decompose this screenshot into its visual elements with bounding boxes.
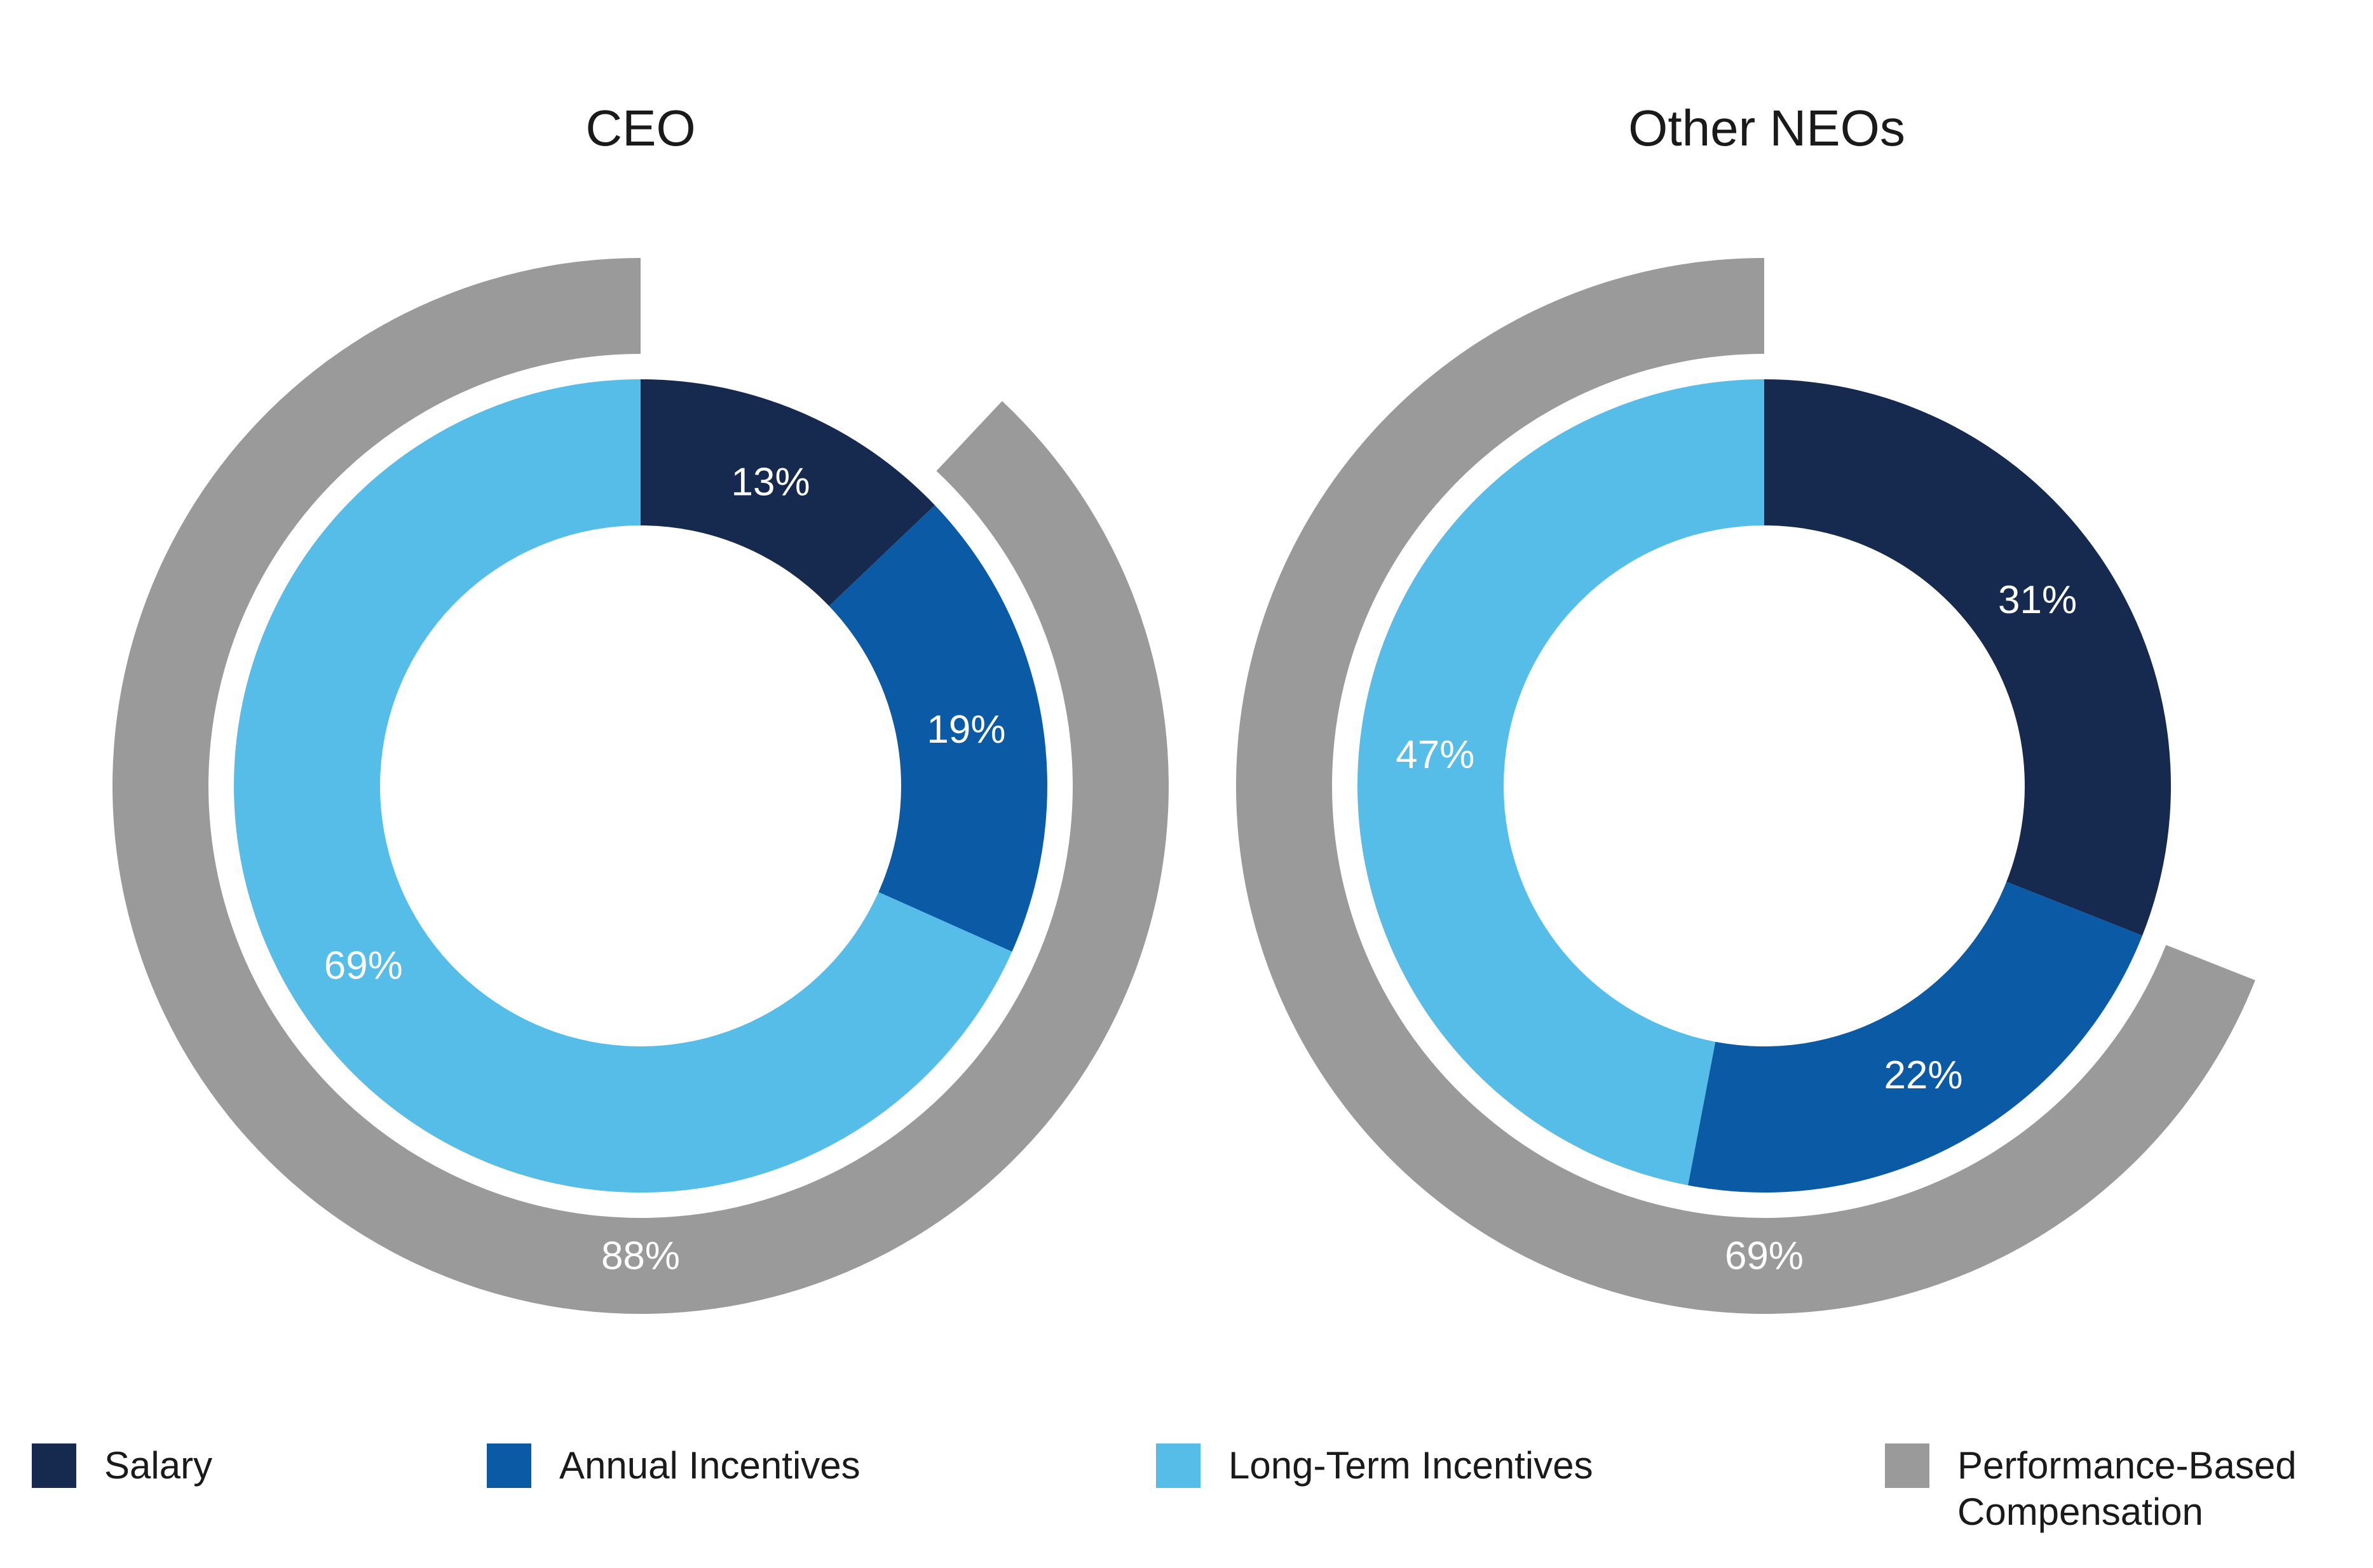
ceo-long-term-incentives-segment <box>234 379 1012 1193</box>
legend-item-annual-incentives: Annual Incentives <box>487 1443 860 1489</box>
ceo-long-term-incentives-value-label: 69% <box>324 943 403 987</box>
legend-item-salary: Salary <box>32 1443 212 1489</box>
other-neos-long-term-incentives-segment <box>1357 379 1764 1186</box>
legend-label-salary: Salary <box>104 1444 213 1487</box>
legend-label-long-term-incentives: Long-Term Incentives <box>1228 1444 1593 1487</box>
annual-incentives-swatch <box>487 1443 531 1488</box>
legend-label-performance-based-compensation: Performance-Based Compensation <box>1957 1444 2297 1533</box>
ceo-salary-value-label: 13% <box>731 460 810 504</box>
other-neos-salary-segment <box>1764 379 2171 936</box>
long-term-incentives-swatch <box>1156 1443 1200 1488</box>
legend-item-performance-based-compensation: Performance-Based Compensation <box>1885 1443 2326 1535</box>
other-neos-long-term-incentives-value-label: 47% <box>1396 733 1474 777</box>
salary-swatch <box>32 1443 76 1488</box>
ceo-salary-segment <box>641 379 935 606</box>
other-neos-annual-incentives-segment <box>1688 881 2143 1193</box>
legend-item-long-term-incentives: Long-Term Incentives <box>1156 1443 1593 1489</box>
other-neos-chart-title: Other NEOs <box>1628 100 1905 156</box>
ceo-chart-title: CEO <box>585 100 696 156</box>
ceo-performance-based-compensation-value-label: 88% <box>601 1234 680 1278</box>
ceo-annual-incentives-value-label: 19% <box>927 708 1005 752</box>
other-neos-salary-value-label: 31% <box>1998 578 2077 622</box>
legend-label-annual-incentives: Annual Incentives <box>559 1444 860 1487</box>
chart-legend: Salary Annual Incentives Long-Term Incen… <box>0 1443 2373 1568</box>
other-neos-performance-based-compensation-value-label: 69% <box>1725 1234 1804 1278</box>
performance-based-compensation-swatch <box>1885 1443 1929 1488</box>
ceo-annual-incentives-segment <box>829 505 1048 952</box>
other-neos-annual-incentives-value-label: 22% <box>1884 1053 1962 1097</box>
